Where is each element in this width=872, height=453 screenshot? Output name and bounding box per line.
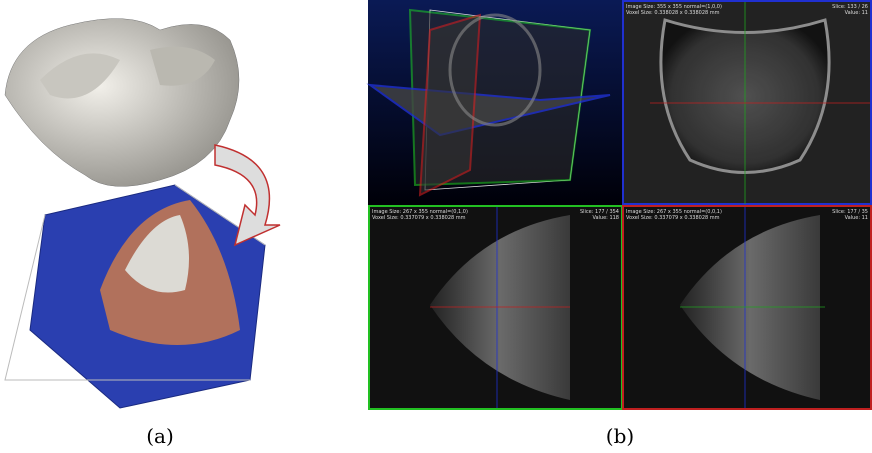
figure: (a) (b) Image Size: 355 x 355 normal=(1,…	[0, 0, 872, 453]
overlay-text: Voxel Size: 0.338028 x 0.338028 mm	[626, 10, 720, 16]
heart-illustration	[5, 19, 280, 408]
overlay-text: Voxel Size: 0.337079 x 0.338028 mm	[626, 215, 720, 221]
viewer	[368, 0, 871, 409]
overlay-text: Value: 118	[592, 215, 619, 221]
caption: (a)	[146, 424, 174, 448]
overlay-text: Value: 11	[845, 215, 868, 221]
overlay-text: Voxel Size: 0.337079 x 0.338028 mm	[372, 215, 466, 221]
caption: (b)	[606, 424, 634, 448]
overlay-text: Value: 11	[845, 10, 868, 16]
